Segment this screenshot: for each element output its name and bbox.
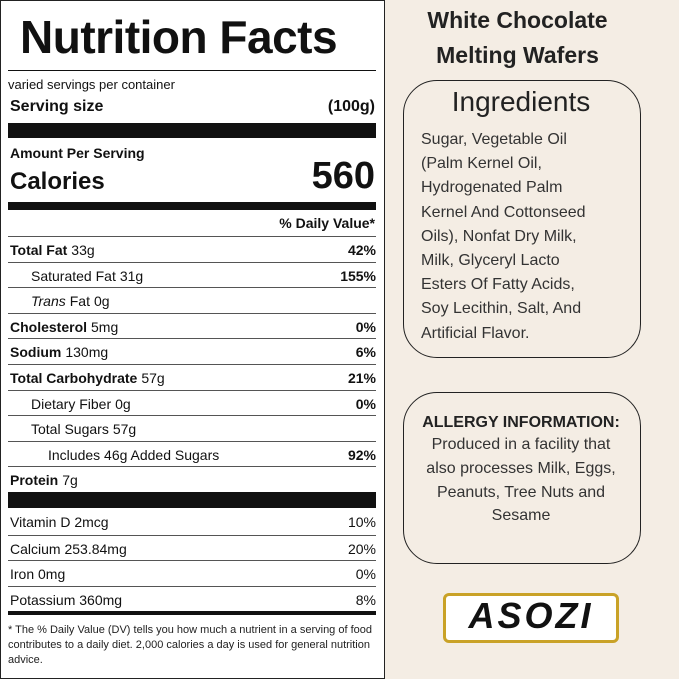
allergy-line: Sesame: [491, 507, 551, 525]
nutrient-text: Total Carbohydrate: [10, 370, 138, 386]
ingredients-line: Artificial Flavor.: [421, 324, 530, 342]
allergy-line: Peanuts, Tree Nuts and: [436, 483, 606, 501]
nutrient-row: Sodium 130mg 6%: [8, 338, 376, 364]
ingredients-line: Hydrogenated Palm: [421, 179, 563, 197]
product-title: White Chocolate: [427, 7, 608, 33]
ingredients-line: (Palm Kernel Oil,: [421, 155, 542, 173]
nutrient-row: Saturated Fat 31g 155%: [8, 261, 376, 288]
nutrient-text: Total Sugars: [31, 421, 109, 438]
nutrient-text: 33g: [71, 242, 95, 258]
nutrient-text: 0g: [93, 293, 110, 310]
vitamin-row: Iron 0mg 0%: [8, 560, 376, 586]
daily-value: 0%: [355, 566, 376, 583]
ingredients-line: Kernel And Cottonseed: [421, 203, 586, 221]
nutrient-text: 5mg: [91, 318, 119, 335]
vitamin-row: Potassium 360mg 8%: [8, 585, 376, 612]
thick-rule: [8, 123, 376, 138]
daily-value: 20%: [347, 540, 376, 557]
logo-box: [443, 593, 619, 643]
product-title: Melting Wafers: [436, 42, 599, 68]
allergy-title: ALLERGY INFORMATION:: [422, 414, 620, 431]
amount-per-serving: Amount Per Serving: [10, 145, 145, 161]
nutrient-text: Total Fat: [10, 242, 68, 258]
daily-value-header: % Daily Value*: [279, 215, 375, 231]
nutrient-text: Includes 46g Added Sugars: [48, 446, 220, 463]
nutrient-text: Trans: [31, 293, 66, 310]
ingredients-box: [403, 80, 641, 358]
ingredients-line: Sugar, Vegetable Oil: [421, 131, 567, 148]
vitamin-name: Vitamin D 2mcg: [10, 514, 109, 530]
nutrient-text: 31g: [119, 267, 144, 284]
serving-size: (100g): [327, 98, 375, 115]
label-title: Nutrition Facts: [20, 11, 338, 63]
daily-value: 92%: [347, 446, 376, 463]
nutrient-row: Trans Fat 0g: [8, 287, 376, 313]
nutrient-text: 57g: [112, 421, 137, 438]
nutrient-row: Dietary Fiber 0g 0%: [8, 389, 376, 416]
nutrient-row: Total Sugars 57g: [8, 415, 376, 441]
ingredients-line: Soy Lecithin, Salt, And: [421, 300, 582, 318]
nutrient-text: Dietary Fiber: [31, 395, 112, 412]
nutrient-text: 7g: [62, 472, 78, 489]
vitamin-name: Calcium 253.84mg: [10, 540, 127, 557]
rule: [8, 70, 376, 71]
nutrient-text: Cholesterol: [10, 318, 88, 335]
daily-value: 0%: [355, 395, 376, 412]
nutrient-row: Total Fat 33g 42%: [8, 236, 376, 262]
allergy-line: Produced in a facility that: [431, 436, 611, 453]
daily-value: 0%: [355, 318, 376, 335]
rule: [8, 611, 376, 615]
daily-value: 8%: [355, 591, 376, 608]
thick-rule: [8, 492, 376, 508]
serving-size-label: Serving size: [10, 98, 104, 115]
servings: varied servings per container: [8, 77, 175, 92]
nutrient-row: Total Carbohydrate 57g 21%: [8, 364, 376, 390]
nutrient-text: Sodium: [10, 344, 62, 361]
ingredients-line: Oils), Nonfat Dry Milk,: [421, 227, 577, 245]
daily-value: 155%: [340, 267, 376, 284]
footnote: * The % Daily Value (DV) tells you how m…: [8, 624, 372, 666]
nutrient-text: Protein: [10, 472, 59, 489]
calories-label: Calories: [10, 168, 105, 195]
daily-value: 6%: [355, 344, 376, 361]
vitamin-name: Potassium 360mg: [10, 591, 123, 608]
logo: ASOZI: [468, 595, 594, 636]
daily-value: 21%: [347, 370, 376, 386]
calories: 560: [311, 155, 375, 197]
nutrition-label: [0, 0, 385, 679]
allergy-line: also processes Milk, Eggs,: [426, 459, 616, 477]
ingredients-title: Ingredients: [451, 86, 591, 117]
vitamin-row: Vitamin D 2mcg 10%: [8, 509, 376, 534]
nutrient-row: Protein 7g: [8, 466, 376, 492]
vitamin-name: Iron 0mg: [10, 566, 66, 583]
nutrient-text: Fat: [69, 293, 90, 310]
daily-value: 10%: [347, 514, 376, 530]
nutrient-row: Cholesterol 5mg 0%: [8, 312, 376, 339]
ingredients-line: Milk, Glyceryl Lacto: [421, 252, 560, 269]
thick-rule: [8, 202, 376, 210]
ingredients-line: Esters Of Fatty Acids,: [421, 276, 575, 294]
nutrient-text: 0g: [115, 395, 131, 412]
nutrient-text: 57g: [141, 370, 165, 386]
nutrient-row: Includes 46g Added Sugars 92%: [8, 440, 376, 467]
daily-value: 42%: [347, 242, 376, 258]
nutrient-text: Saturated Fat: [31, 267, 116, 284]
vitamin-row: Calcium 253.84mg 20%: [8, 534, 376, 561]
allergy-box: [403, 392, 641, 564]
nutrient-text: 130mg: [65, 344, 109, 361]
